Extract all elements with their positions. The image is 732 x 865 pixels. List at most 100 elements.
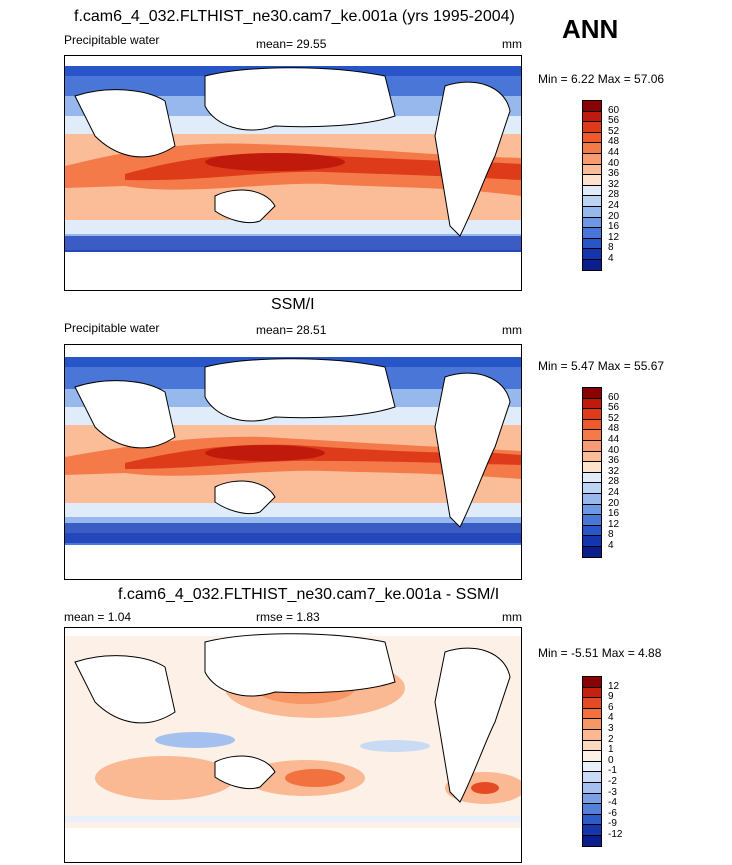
colorbar-segment <box>583 814 601 826</box>
colorbar-segment <box>583 409 601 420</box>
colorbar-tick-label: 16 <box>608 508 620 520</box>
colorbar-segment <box>583 419 601 431</box>
colorbar-tick-label: -1 <box>608 765 617 777</box>
colorbar-tick-label: 4 <box>608 253 614 264</box>
season-label: ANN <box>562 14 619 44</box>
panel-1-field-label: Precipitable water <box>64 33 160 47</box>
colorbar-tick-label: -9 <box>608 818 617 830</box>
colorbar-tick-label: 32 <box>608 178 620 190</box>
panel-2-title: SSM/I <box>271 296 315 313</box>
panel-1-minmax: Min = 6.22 Max = 57.06 <box>538 72 665 86</box>
colorbar-segment <box>583 164 601 176</box>
colorbar-segment <box>583 249 601 260</box>
colorbar-segment <box>583 132 601 144</box>
colorbar-segment <box>583 440 601 452</box>
colorbar-tick-label: -12 <box>608 829 623 840</box>
colorbar-tick-label: 12 <box>608 231 620 243</box>
colorbar-tick-label: 40 <box>608 157 620 169</box>
panel-1-map <box>64 55 522 291</box>
colorbar-segment <box>583 761 601 773</box>
colorbar-segment <box>583 515 601 526</box>
colorbar-tick-label: -3 <box>608 786 617 798</box>
panel-3-minmax: Min = -5.51 Max = 4.88 <box>538 646 662 660</box>
colorbar-segment <box>583 493 601 505</box>
colorbar-segment <box>583 451 601 463</box>
colorbar-segment <box>583 185 601 197</box>
panel-1-mean-label: mean= 29.55 <box>256 37 327 51</box>
panel-3-units: mm <box>502 610 522 624</box>
colorbar-segment <box>583 740 601 752</box>
colorbar-tick-label: -2 <box>608 776 617 787</box>
panel-2-units: mm <box>502 323 522 337</box>
colorbar-segment <box>583 835 601 847</box>
panel-1-colorbar-boxes <box>582 100 602 271</box>
colorbar-tick-label: 28 <box>608 189 620 201</box>
colorbar-segment <box>583 546 601 558</box>
colorbar-segment <box>583 677 601 688</box>
colorbar-tick-label: 0 <box>608 754 614 766</box>
panel-3-rmse-label: rmse = 1.83 <box>256 610 320 624</box>
colorbar-segment <box>583 101 601 112</box>
colorbar-segment <box>583 196 601 207</box>
panel-3-map <box>64 627 522 863</box>
colorbar-segment <box>583 111 601 123</box>
colorbar-tick-label: -4 <box>608 797 617 809</box>
colorbar-segment <box>583 143 601 154</box>
colorbar-segment <box>583 153 601 165</box>
panel-3-mean-label: mean = 1.04 <box>64 610 132 624</box>
colorbar-segment <box>583 430 601 441</box>
colorbar-segment <box>583 793 601 805</box>
panel-2-field-svg <box>65 345 521 579</box>
panel-1-units: mm <box>502 37 522 51</box>
colorbar-tick-label: 24 <box>608 487 620 498</box>
colorbar-segment <box>583 698 601 709</box>
colorbar-tick-label: 52 <box>608 412 620 424</box>
panel-2-minmax: Min = 5.47 Max = 55.67 <box>538 359 665 373</box>
colorbar-tick-label: 2 <box>608 733 614 745</box>
colorbar-tick-label: 48 <box>608 136 620 148</box>
colorbar-segment <box>583 483 601 494</box>
colorbar-segment <box>583 772 601 783</box>
colorbar-tick-label: 8 <box>608 242 614 254</box>
colorbar-segment <box>583 751 601 762</box>
colorbar-tick-label: 56 <box>608 402 620 414</box>
colorbar-segment <box>583 708 601 720</box>
colorbar-segment <box>583 719 601 730</box>
panel-3-colorbar-boxes <box>582 676 602 847</box>
colorbar-segment <box>583 175 601 186</box>
panel-2-mean-label: mean= 28.51 <box>256 323 327 337</box>
colorbar-segment <box>583 259 601 271</box>
colorbar-segment <box>583 804 601 815</box>
colorbar-tick-label: 44 <box>608 147 620 158</box>
panel-2-field-label: Precipitable water <box>64 321 160 335</box>
colorbar-tick-label: 20 <box>608 497 620 509</box>
colorbar-tick-label: 36 <box>608 168 620 180</box>
panel-2-map <box>64 344 522 580</box>
colorbar-segment <box>583 687 601 699</box>
colorbar-tick-label: 48 <box>608 423 620 435</box>
colorbar-segment <box>583 782 601 794</box>
colorbar-tick-label: -6 <box>608 807 617 819</box>
colorbar-tick-label: 16 <box>608 221 620 233</box>
colorbar-segment <box>583 472 601 484</box>
colorbar-tick-label: 1 <box>608 744 614 756</box>
colorbar-segment <box>583 388 601 399</box>
colorbar-tick-label: 24 <box>608 200 620 211</box>
colorbar-segment <box>583 122 601 133</box>
colorbar-segment <box>583 504 601 516</box>
colorbar-segment <box>583 238 601 250</box>
colorbar-segment <box>583 536 601 547</box>
colorbar-segment <box>583 525 601 537</box>
panel-3-field-svg <box>65 628 521 862</box>
colorbar-tick-label: 32 <box>608 465 620 477</box>
colorbar-tick-label: 9 <box>608 691 614 703</box>
colorbar-tick-label: 52 <box>608 125 620 137</box>
colorbar-tick-label: 60 <box>608 391 620 403</box>
colorbar-tick-label: 36 <box>608 455 620 467</box>
colorbar-tick-label: 20 <box>608 210 620 222</box>
colorbar-segment <box>583 206 601 218</box>
colorbar-tick-label: 4 <box>608 712 614 724</box>
panel-3-title: f.cam6_4_032.FLTHIST_ne30.cam7_ke.001a -… <box>118 586 500 603</box>
colorbar-segment <box>583 228 601 239</box>
colorbar-tick-label: 40 <box>608 444 620 456</box>
